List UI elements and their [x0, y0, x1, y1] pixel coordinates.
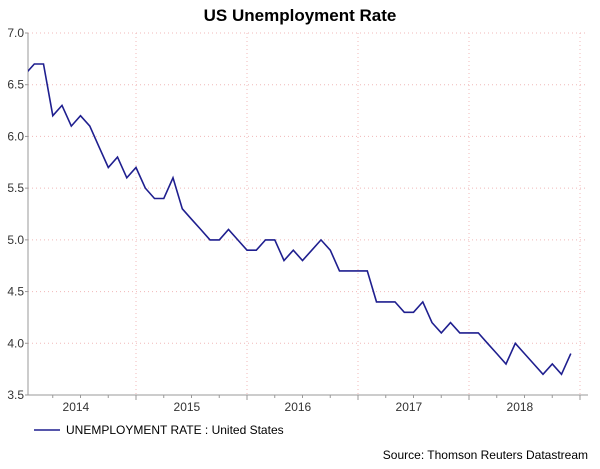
y-tick-label: 4.0 [7, 336, 24, 350]
legend-label: UNEMPLOYMENT RATE : United States [66, 423, 284, 437]
y-tick-label: 6.0 [7, 129, 24, 143]
x-tick-label: 2016 [285, 400, 312, 414]
grid [28, 32, 588, 395]
x-tick-label: 2018 [507, 400, 534, 414]
series [28, 63, 572, 376]
y-tick-label: 5.0 [7, 233, 24, 247]
x-tick-label: 2014 [63, 400, 90, 414]
y-axis-ticks: 3.5 4.0 4.5 5.0 5.5 6.0 6.5 7.0 [7, 26, 28, 402]
axes [27, 33, 588, 396]
legend: UNEMPLOYMENT RATE : United States [34, 423, 284, 437]
series-line-unemployment-rate [28, 63, 572, 376]
x-tick-label: 2015 [174, 400, 201, 414]
source-note: Source: Thomson Reuters Datastream [383, 448, 588, 462]
x-axis-ticks: 2014 2015 2016 2017 2018 [52, 395, 581, 414]
chart-title: US Unemployment Rate [204, 6, 397, 25]
y-tick-label: 6.5 [7, 78, 24, 92]
x-tick-label: 2017 [396, 400, 423, 414]
y-tick-label: 4.5 [7, 285, 24, 299]
y-tick-label: 5.5 [7, 181, 24, 195]
y-tick-label: 7.0 [7, 26, 24, 40]
y-tick-label: 3.5 [7, 388, 24, 402]
